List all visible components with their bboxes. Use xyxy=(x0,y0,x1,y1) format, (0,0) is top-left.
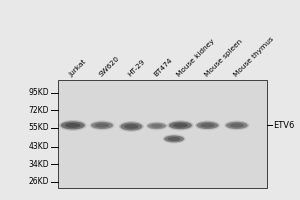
Text: 26KD: 26KD xyxy=(29,177,49,186)
Ellipse shape xyxy=(168,137,181,141)
Ellipse shape xyxy=(163,134,185,143)
Ellipse shape xyxy=(226,122,248,129)
Text: Mouse thymus: Mouse thymus xyxy=(232,36,275,78)
Ellipse shape xyxy=(196,122,218,129)
Ellipse shape xyxy=(230,123,244,128)
Text: 72KD: 72KD xyxy=(29,106,49,115)
Ellipse shape xyxy=(124,124,138,129)
Ellipse shape xyxy=(95,123,109,128)
Ellipse shape xyxy=(120,122,142,130)
Text: ETV6: ETV6 xyxy=(273,121,294,130)
Ellipse shape xyxy=(151,124,163,128)
Ellipse shape xyxy=(164,135,184,142)
Ellipse shape xyxy=(61,121,85,129)
Ellipse shape xyxy=(224,120,249,130)
Text: Jurkat: Jurkat xyxy=(69,59,88,78)
Ellipse shape xyxy=(146,122,168,130)
Text: BT474: BT474 xyxy=(153,57,174,78)
Text: SW620: SW620 xyxy=(98,55,120,78)
Text: 95KD: 95KD xyxy=(28,88,49,97)
Text: 34KD: 34KD xyxy=(28,160,49,169)
Text: 55KD: 55KD xyxy=(28,123,49,132)
Ellipse shape xyxy=(91,122,113,129)
Text: 43KD: 43KD xyxy=(28,142,49,151)
Ellipse shape xyxy=(119,121,144,132)
Ellipse shape xyxy=(65,123,81,128)
Ellipse shape xyxy=(169,122,192,129)
Ellipse shape xyxy=(89,120,115,130)
Ellipse shape xyxy=(200,123,215,128)
FancyBboxPatch shape xyxy=(58,80,267,188)
Ellipse shape xyxy=(147,123,166,129)
Ellipse shape xyxy=(173,123,188,128)
Ellipse shape xyxy=(59,120,87,131)
Ellipse shape xyxy=(167,120,194,130)
Text: Mouse kidney: Mouse kidney xyxy=(176,38,216,78)
Text: HT-29: HT-29 xyxy=(127,59,146,78)
Text: Mouse spleen: Mouse spleen xyxy=(203,38,243,78)
Ellipse shape xyxy=(195,120,220,130)
